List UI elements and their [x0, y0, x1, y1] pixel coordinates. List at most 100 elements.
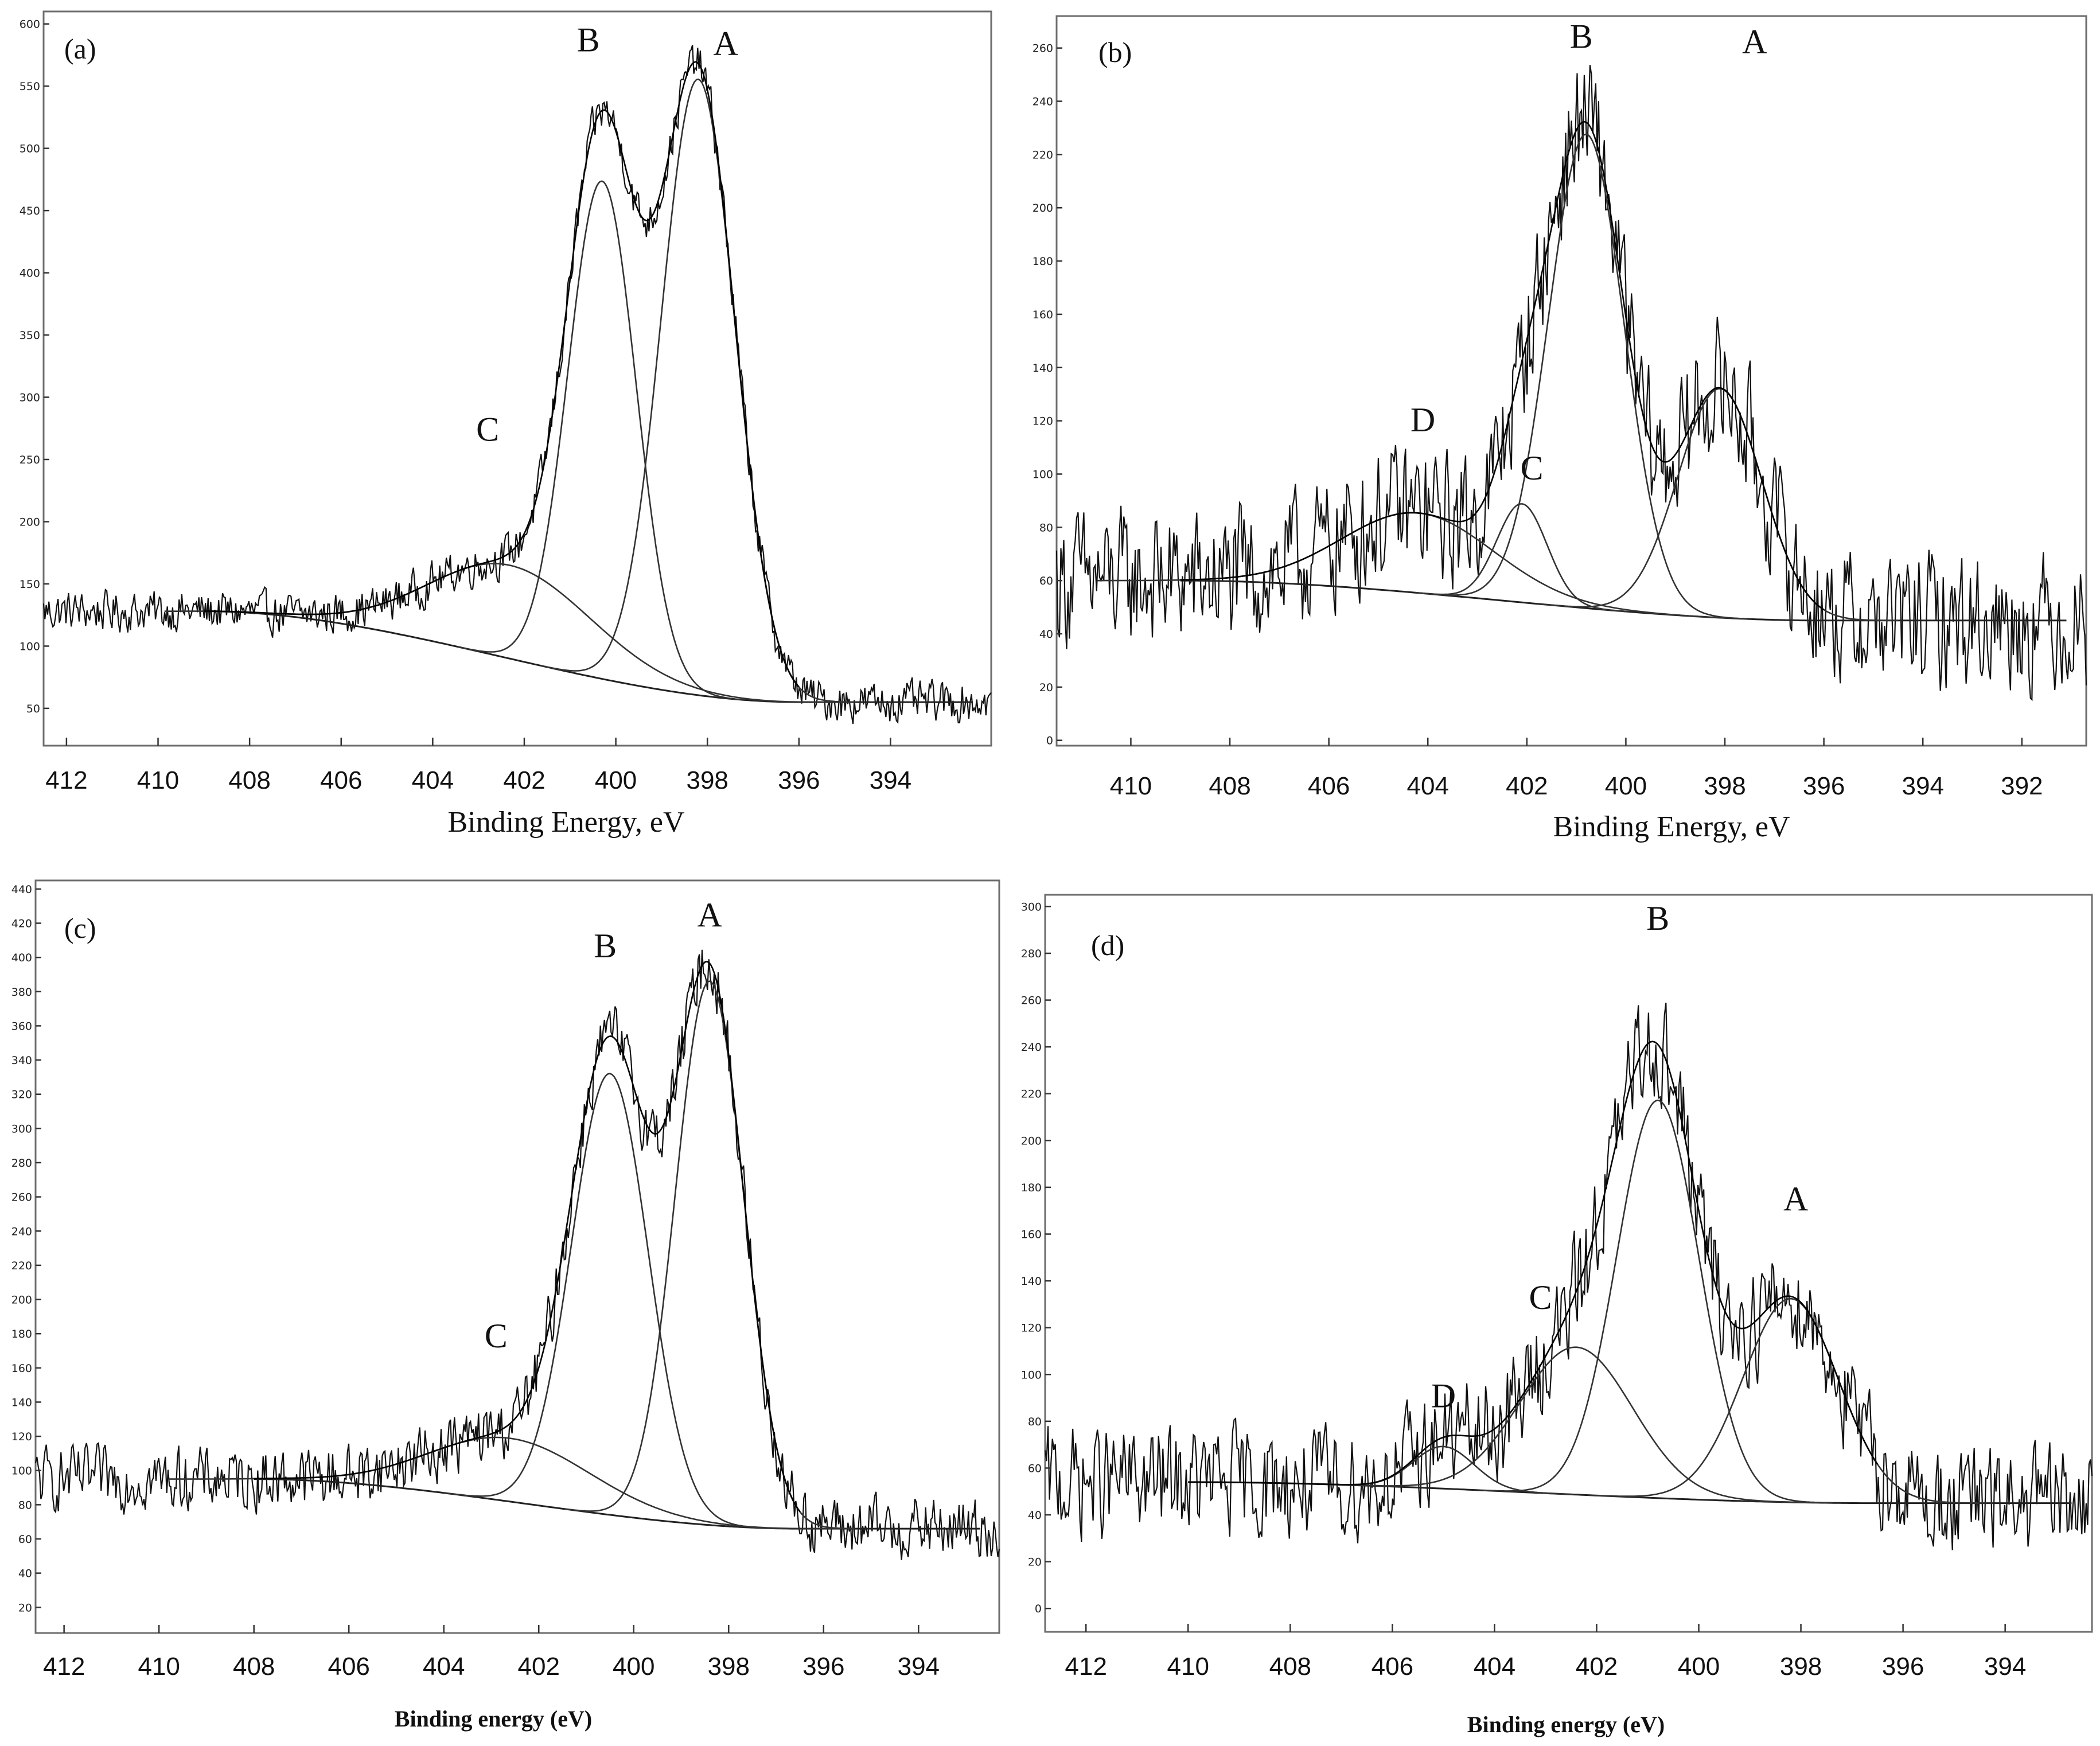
x-tick-label-408-b: 408 [1209, 772, 1250, 800]
y-tick-label-300-a: 300 [20, 392, 40, 404]
x-tick-label-396-a: 396 [778, 766, 820, 794]
marks-a: A B C [42, 21, 992, 724]
y-tick-label-20-d: 20 [1028, 1556, 1042, 1569]
y-tick-label-400-c: 400 [11, 952, 32, 964]
peak-C-d [1337, 1346, 1815, 1504]
y-tick-label-80-b: 80 [1039, 521, 1053, 534]
y-tick-label-200-c: 200 [11, 1294, 32, 1307]
x-tick-label-404-a: 404 [412, 766, 454, 794]
y-tick-label-420-c: 420 [11, 918, 32, 930]
peak-label-B-d: B [1646, 899, 1669, 937]
x-tick-label-406-b: 406 [1308, 772, 1350, 800]
y-tick-label-220-d: 220 [1021, 1088, 1042, 1101]
y-tick-label-400-a: 400 [20, 267, 40, 280]
y-tick-label-140-d: 140 [1021, 1275, 1042, 1288]
y-tick-label-60-c: 60 [18, 1533, 32, 1546]
peak-A-a [541, 78, 855, 703]
peak-label-A-b: A [1742, 23, 1767, 61]
x-tick-label-392-b: 392 [2001, 772, 2043, 800]
x-tick-label-408-c: 408 [233, 1653, 275, 1681]
x-tick-label-402-d: 402 [1576, 1653, 1618, 1681]
x-tick-label-412-a: 412 [45, 766, 87, 794]
x-tick-label-400-c: 400 [613, 1653, 654, 1681]
peak-label-A-d: A [1783, 1180, 1808, 1218]
peak-B-b [1425, 133, 1747, 620]
x-tick-label-394-d: 394 [1984, 1653, 2026, 1681]
axes-c: 20 40 60 80 100 120 140 160 180 200 220 240 260 280 30… [11, 883, 940, 1681]
envelope-fit-a [204, 61, 800, 688]
panel-label-a: (a) [64, 33, 96, 65]
peak-B-c [447, 1073, 773, 1529]
y-tick-label-500-a: 500 [20, 143, 40, 155]
peak-label-C-c: C [485, 1317, 508, 1355]
x-axis-title-c: Binding energy (eV) [395, 1706, 592, 1732]
y-tick-label-320-c: 320 [11, 1089, 32, 1101]
axes-d: 0 20 40 60 80 100 120 140 160 180 200 220 240 260 280 3… [1021, 901, 2027, 1681]
x-tick-label-396-b: 396 [1803, 772, 1845, 800]
peak-label-D-d: D [1431, 1377, 1456, 1414]
x-tick-label-404-b: 404 [1407, 772, 1449, 800]
peak-label-C-a: C [476, 410, 499, 448]
envelope-fit-d [1188, 1040, 1879, 1486]
x-tick-label-412-c: 412 [43, 1653, 85, 1681]
y-tick-label-0-d: 0 [1035, 1603, 1042, 1615]
x-axis-title-a: Binding Energy, eV [447, 806, 684, 839]
y-tick-label-260-d: 260 [1021, 995, 1042, 1007]
x-tick-label-398-d: 398 [1780, 1653, 1822, 1681]
y-tick-label-600-a: 600 [20, 18, 40, 31]
axes-b: 0 20 40 60 80 100 120 140 160 180 200 220 240 260 410 4… [1033, 42, 2043, 800]
x-tick-label-410-d: 410 [1167, 1653, 1209, 1681]
y-tick-label-220-c: 220 [11, 1260, 32, 1272]
y-tick-label-440-c: 440 [11, 883, 32, 896]
peak-B-d [1483, 1099, 1833, 1504]
y-tick-label-120-b: 120 [1033, 415, 1053, 428]
x-tick-label-410-b: 410 [1110, 772, 1152, 800]
x-tick-label-406-a: 406 [320, 766, 362, 794]
y-tick-label-240-c: 240 [11, 1225, 32, 1238]
marks-c: A B C [34, 897, 1000, 1560]
peak-label-B-a: B [577, 21, 600, 59]
y-tick-label-260-c: 260 [11, 1191, 32, 1204]
background-line-a [204, 610, 973, 703]
y-tick-label-150-a: 150 [20, 578, 40, 591]
y-tick-label-140-b: 140 [1033, 362, 1053, 375]
y-tick-label-60-d: 60 [1028, 1462, 1042, 1475]
y-tick-label-60-b: 60 [1039, 575, 1053, 587]
x-tick-label-402-a: 402 [503, 766, 545, 794]
x-tick-label-398-c: 398 [708, 1653, 750, 1681]
x-tick-label-404-d: 404 [1474, 1653, 1515, 1681]
y-tick-label-120-d: 120 [1021, 1322, 1042, 1335]
x-tick-label-394-b: 394 [1902, 772, 1944, 800]
y-tick-label-180-c: 180 [11, 1328, 32, 1340]
y-tick-label-160-c: 160 [11, 1362, 32, 1375]
raw-spectrum-b [1055, 65, 2087, 701]
marks-d: A B C D [1044, 899, 2093, 1550]
y-tick-label-120-c: 120 [11, 1431, 32, 1443]
y-tick-label-240-b: 240 [1033, 96, 1053, 108]
x-tick-label-398-b: 398 [1704, 772, 1746, 800]
y-tick-label-40-d: 40 [1028, 1509, 1042, 1522]
y-tick-label-100-a: 100 [20, 640, 40, 653]
panel-b: A B C D 0 20 40 60 80 100 120 140 160 180 200 220 240 26… [1033, 15, 2087, 843]
y-tick-label-300-c: 300 [11, 1123, 32, 1135]
raw-spectrum-c [34, 949, 1000, 1560]
panel-label-d: (d) [1091, 929, 1124, 961]
peak-label-A-a: A [713, 25, 738, 63]
y-tick-label-100-b: 100 [1033, 468, 1053, 481]
envelope-fit-c [254, 961, 801, 1512]
x-tick-label-406-c: 406 [328, 1653, 369, 1681]
x-tick-label-400-d: 400 [1678, 1653, 1720, 1681]
y-tick-label-50-a: 50 [26, 703, 40, 715]
x-tick-label-402-c: 402 [518, 1653, 560, 1681]
x-tick-label-394-c: 394 [898, 1653, 940, 1681]
peak-label-C-d: C [1529, 1279, 1552, 1316]
y-tick-label-100-d: 100 [1021, 1369, 1042, 1381]
y-tick-label-20-b: 20 [1039, 681, 1053, 694]
y-tick-label-80-d: 80 [1028, 1416, 1042, 1428]
peak-label-B-c: B [594, 927, 617, 965]
peak-B-a [458, 180, 747, 701]
y-tick-label-380-c: 380 [11, 986, 32, 999]
panel-d: A B C D 0 20 40 60 80 100 120 140 160 180 200 220 240 26… [1021, 894, 2093, 1737]
y-tick-label-200-d: 200 [1021, 1135, 1042, 1147]
